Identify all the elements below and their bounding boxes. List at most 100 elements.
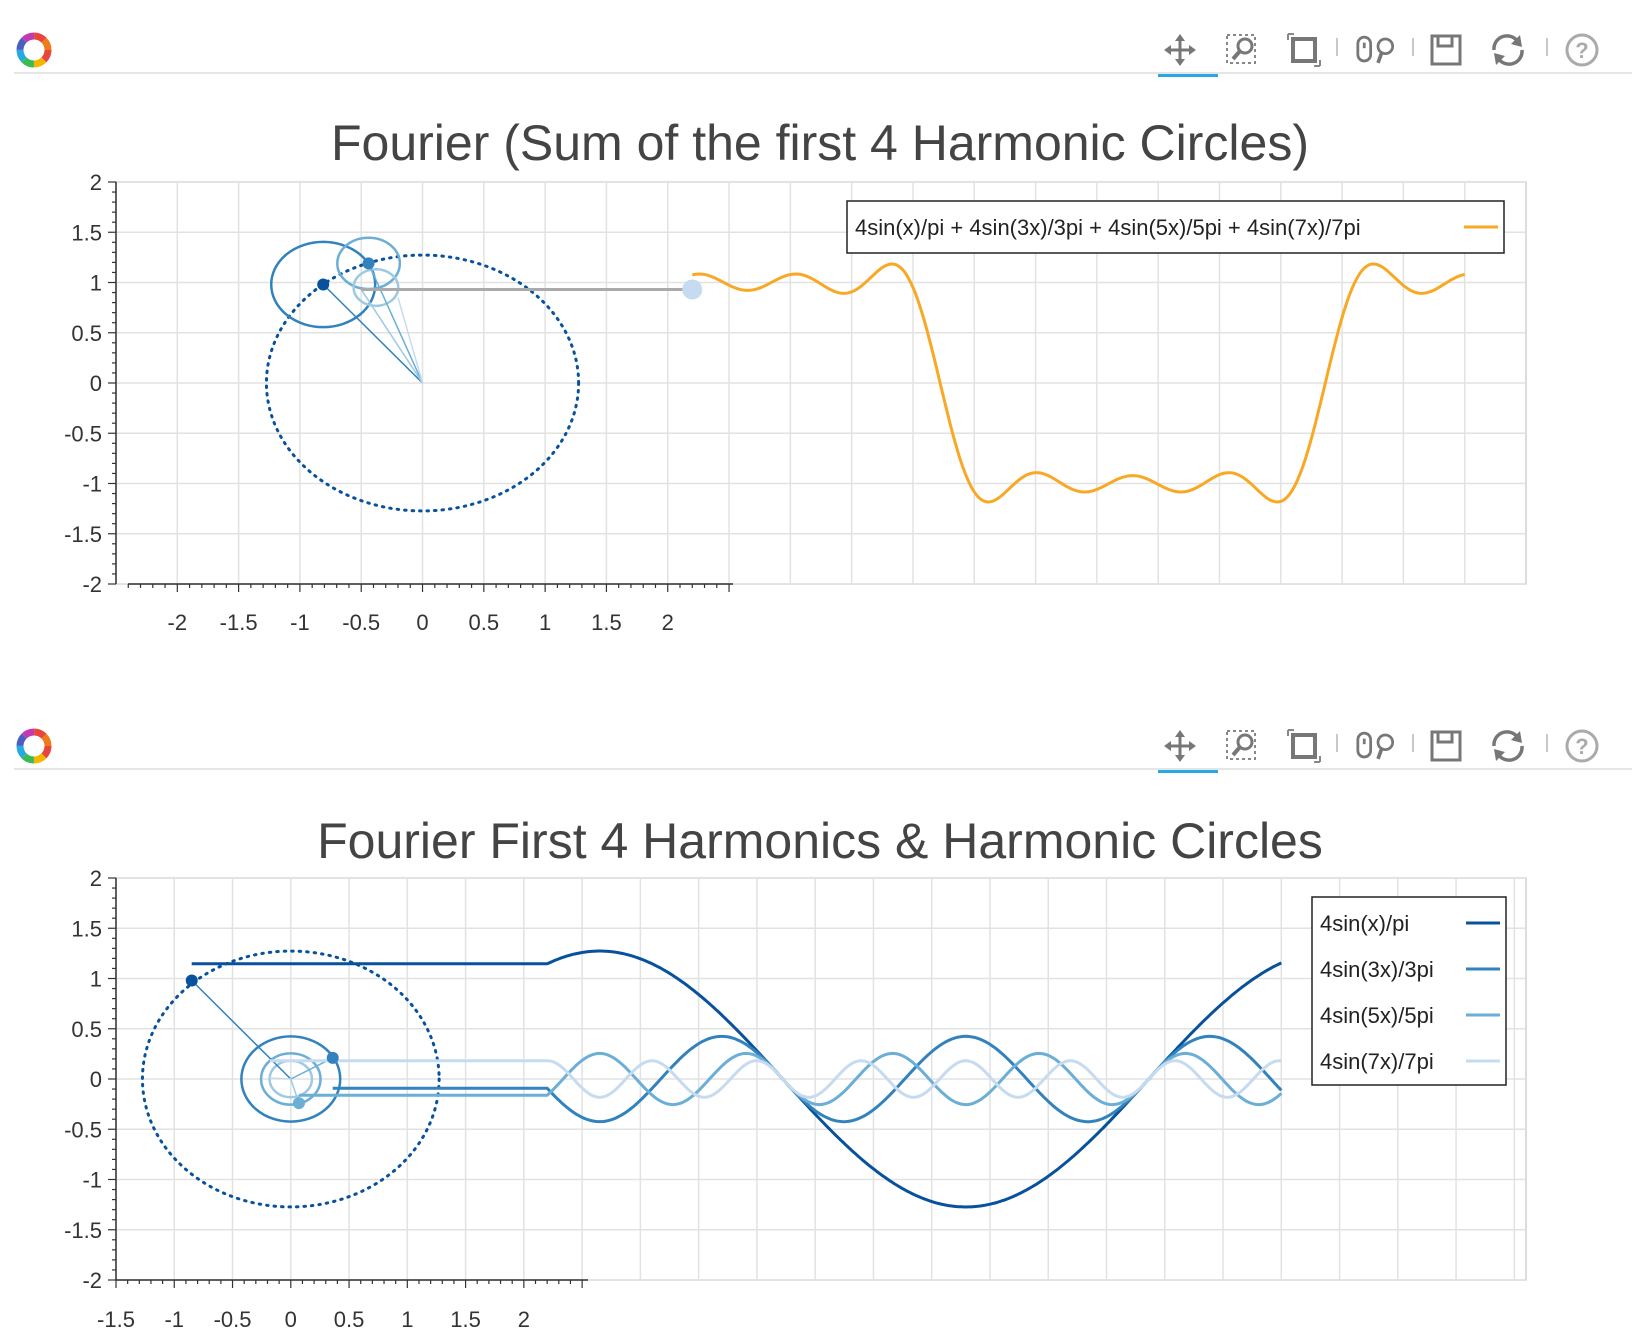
harmonic-circle	[259, 1052, 322, 1106]
legend-label: 4sin(x)/pi	[1320, 911, 1409, 936]
y-tick-label: 0.5	[71, 321, 102, 346]
y-tick-label: -2	[82, 1268, 102, 1293]
x-tick-label: -1	[290, 610, 310, 635]
help-tool[interactable]: ?	[1560, 28, 1604, 72]
toolbar-1: ?	[0, 0, 1640, 77]
svg-text:?: ?	[1575, 38, 1588, 63]
arm-point	[292, 1097, 305, 1110]
x-tick-label: 0.5	[469, 610, 500, 635]
toolbar-divider	[14, 768, 1632, 770]
radius-arm	[397, 297, 424, 384]
help-icon: ?	[1565, 33, 1599, 67]
x-tick-label: -1	[164, 1307, 184, 1332]
harmonic-circle	[269, 240, 377, 329]
pan-tool[interactable]	[1158, 724, 1202, 768]
plot-content	[140, 949, 1283, 1209]
save-icon	[1430, 34, 1462, 66]
chart-title: Fourier (Sum of the first 4 Harmonic Cir…	[331, 115, 1309, 171]
series-line	[692, 262, 1466, 504]
radius-arm	[322, 283, 424, 384]
box-zoom-tool[interactable]	[1220, 28, 1264, 72]
reset-icon	[1492, 34, 1524, 66]
toolbar-separator	[1412, 38, 1414, 56]
x-tick-label: -1.5	[220, 610, 258, 635]
save-tool[interactable]	[1424, 28, 1468, 72]
resize-tool[interactable]	[1282, 724, 1326, 768]
resize-tool[interactable]	[1282, 28, 1326, 72]
wheel-zoom-tool[interactable]	[1356, 28, 1400, 72]
series-line	[269, 1059, 1282, 1099]
arm-point	[317, 278, 330, 291]
plot-panel-1: ? Fourier (Sum of the first 4 Harmonic C…	[0, 0, 1640, 680]
x-tick-label: 1.5	[591, 610, 622, 635]
resize-icon	[1287, 33, 1321, 67]
x-tick-label: 0	[416, 610, 428, 635]
radius-arm	[191, 979, 292, 1080]
box-zoom-icon	[1226, 34, 1256, 64]
x-tick-label: -2	[168, 610, 188, 635]
y-tick-label: -1.5	[64, 522, 102, 547]
harmonic-circle-dotted	[140, 949, 441, 1209]
radius-arm	[269, 1077, 291, 1080]
legend	[846, 200, 1505, 254]
x-tick-label: 1.5	[450, 1307, 481, 1332]
x-tick-label: -1.5	[97, 1307, 135, 1332]
plot-panel-2: ? Fourier First 4 Harmonics & Harmonic C…	[0, 696, 1640, 1340]
x-tick-label: 0.5	[334, 1307, 365, 1332]
x-tick-label: 2	[662, 610, 674, 635]
y-tick-label: 1.5	[71, 916, 102, 941]
toolbar-separator	[1336, 38, 1338, 56]
reset-icon	[1492, 730, 1524, 762]
active-tool-indicator	[1158, 73, 1218, 77]
y-tick-label: -1.5	[64, 1218, 102, 1243]
radius-arm	[367, 263, 424, 384]
arm-point	[185, 974, 198, 987]
arm-point	[326, 1051, 339, 1064]
y-tick-label: -0.5	[64, 1117, 102, 1142]
y-tick-label: 2	[90, 170, 102, 195]
marker-point	[682, 279, 703, 300]
x-tick-label: 0	[285, 1307, 297, 1332]
toolbar-divider	[14, 72, 1632, 74]
active-tool-indicator	[1158, 769, 1218, 773]
resize-icon	[1287, 729, 1321, 763]
legend-label: 4sin(7x)/7pi	[1320, 1049, 1434, 1074]
x-tick-label: -0.5	[214, 1307, 252, 1332]
y-tick-label: 0.5	[71, 1017, 102, 1042]
reset-tool[interactable]	[1486, 724, 1530, 768]
toolbar-separator	[1546, 38, 1548, 56]
wheel-zoom-tool[interactable]	[1356, 724, 1400, 768]
chart-fourier-harmonics[interactable]: Fourier First 4 Harmonics & Harmonic Cir…	[0, 696, 1640, 1340]
arm-point	[362, 257, 375, 270]
y-tick-label: 2	[90, 866, 102, 891]
toolbar-separator	[1412, 734, 1414, 752]
radius-arm	[360, 289, 424, 384]
x-tick-label: 1	[401, 1307, 413, 1332]
y-tick-label: 0	[90, 1067, 102, 1092]
y-tick-label: -1	[82, 472, 102, 497]
y-tick-label: -1	[82, 1168, 102, 1193]
chart-title: Fourier First 4 Harmonics & Harmonic Cir…	[317, 813, 1323, 869]
y-tick-label: 1	[90, 967, 102, 992]
harmonic-circle	[352, 267, 400, 308]
bokeh-logo-icon	[14, 726, 54, 766]
wheel-zoom-icon	[1356, 731, 1395, 760]
box-zoom-tool[interactable]	[1220, 724, 1264, 768]
plot-content	[264, 236, 1466, 513]
pan-icon	[1164, 34, 1196, 66]
y-tick-label: 0	[90, 371, 102, 396]
help-icon: ?	[1565, 729, 1599, 763]
help-tool[interactable]: ?	[1560, 724, 1604, 768]
wheel-zoom-icon	[1356, 35, 1395, 64]
pan-tool[interactable]	[1158, 28, 1202, 72]
y-tick-label: -2	[82, 572, 102, 597]
chart-fourier-sum[interactable]: Fourier (Sum of the first 4 Harmonic Cir…	[0, 0, 1640, 680]
harmonic-circle-dotted	[264, 253, 581, 513]
reset-tool[interactable]	[1486, 28, 1530, 72]
x-tick-label: 1	[539, 610, 551, 635]
y-tick-label: 1	[90, 271, 102, 296]
harmonic-circle	[240, 1035, 342, 1123]
bokeh-logo-icon	[14, 30, 54, 70]
save-tool[interactable]	[1424, 724, 1468, 768]
legend-label: 4sin(3x)/3pi	[1320, 957, 1434, 982]
